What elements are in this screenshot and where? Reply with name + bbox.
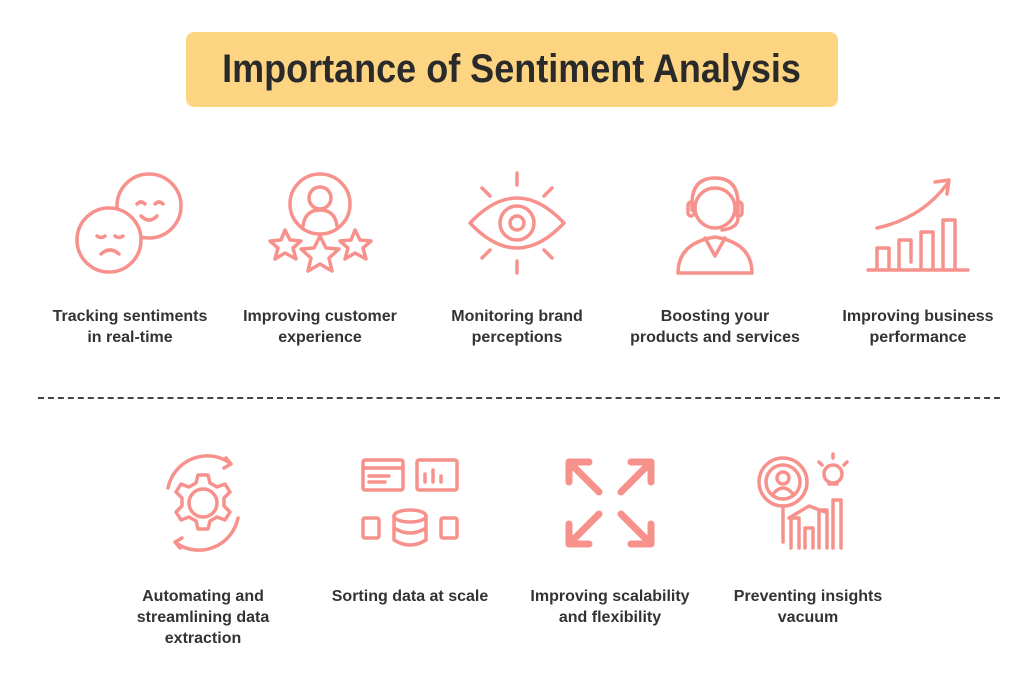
item-boosting-products: Boosting your products and services <box>615 168 815 348</box>
page-title: Importance of Sentiment Analysis <box>222 47 802 91</box>
divider <box>38 397 1000 399</box>
growth-bar-chart-icon <box>866 178 970 272</box>
item-brand-perceptions: Monitoring brand perceptions <box>417 168 617 348</box>
eye-icon <box>468 171 566 275</box>
item-label: Improving customer experience <box>243 308 397 346</box>
expand-arrows-icon <box>565 458 655 548</box>
item-business-performance: Improving business performance <box>818 168 1018 348</box>
item-sorting-data: Sorting data at scale <box>310 448 510 607</box>
title-banner: Importance of Sentiment Analysis <box>186 32 838 107</box>
item-label: Improving business performance <box>842 308 994 346</box>
item-scalability: Improving scalability and flexibility <box>510 448 710 628</box>
item-automating-extraction: Automating and streamlining data extract… <box>103 448 303 649</box>
item-label: Preventing insights vacuum <box>733 588 883 626</box>
database-dashboard-icon <box>361 458 459 547</box>
customer-rating-stars-icon <box>268 172 373 273</box>
insight-search-chart-icon <box>757 452 849 550</box>
item-label: Monitoring brand perceptions <box>451 308 583 346</box>
item-label: Automating and streamlining data extract… <box>136 588 270 647</box>
happy-sad-faces-icon <box>75 172 183 274</box>
item-label: Sorting data at scale <box>331 588 489 605</box>
support-agent-headset-icon <box>676 176 754 275</box>
item-label: Boosting your products and services <box>630 308 800 346</box>
item-label: Improving scalability and flexibility <box>530 588 690 626</box>
item-insights-vacuum: Preventing insights vacuum <box>708 448 908 628</box>
item-label: Tracking sentiments in real-time <box>52 308 208 346</box>
gear-cycle-icon <box>166 454 240 552</box>
item-tracking-sentiments: Tracking sentiments in real-time <box>30 168 230 348</box>
item-customer-experience: Improving customer experience <box>220 168 420 348</box>
